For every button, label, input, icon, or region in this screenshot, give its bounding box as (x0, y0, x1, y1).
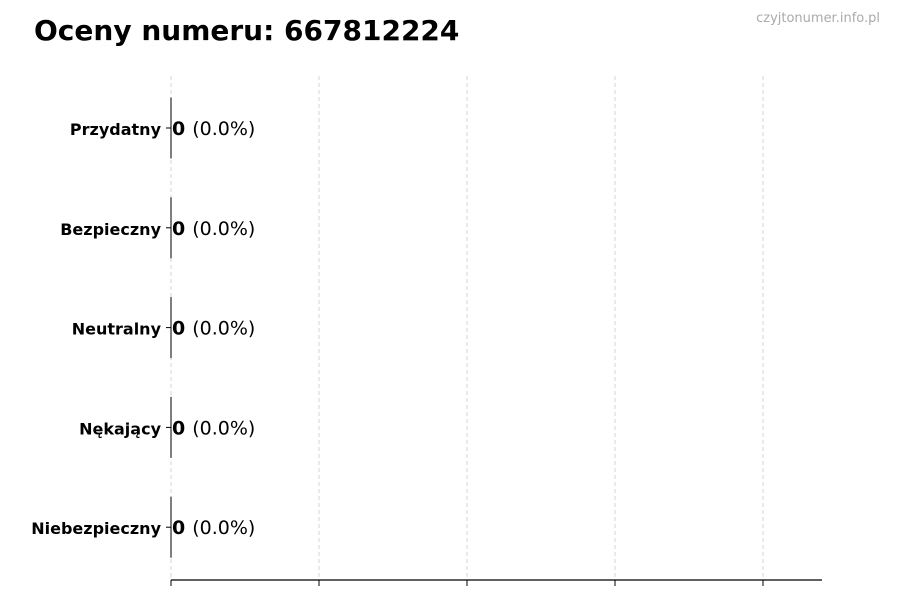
data-label: 0 (0.0%) (172, 417, 255, 439)
data-label: 0 (0.0%) (172, 118, 255, 140)
data-label: 0 (0.0%) (172, 318, 255, 340)
y-tick-label: Przydatny (70, 120, 162, 139)
data-label: 0 (0.0%) (172, 218, 255, 240)
data-label-percent: (0.0%) (192, 417, 255, 439)
data-label-percent: (0.0%) (192, 318, 255, 340)
chart-title: Oceny numeru: 667812224 (34, 14, 459, 47)
y-tick-label: Niebezpieczny (31, 519, 161, 538)
bars: Przydatny 0 (0.0%) Bezpieczny 0 (0.0%) Neutral… (31, 97, 255, 558)
data-label-count: 0 (172, 218, 185, 240)
data-label-count: 0 (172, 118, 185, 140)
data-label-count: 0 (172, 417, 185, 439)
x-ticks (170, 580, 764, 586)
data-label: 0 (0.0%) (172, 517, 255, 539)
data-label-percent: (0.0%) (192, 118, 255, 140)
watermark: czyjtonumer.info.pl (756, 11, 880, 26)
y-tick-label: Neutralny (72, 320, 162, 339)
y-tick-label: Nękający (79, 419, 161, 438)
data-label-count: 0 (172, 318, 185, 340)
y-tick-label: Bezpieczny (60, 220, 161, 239)
data-label-count: 0 (172, 517, 185, 539)
gridlines (170, 76, 764, 580)
data-label-percent: (0.0%) (192, 218, 255, 240)
data-label-percent: (0.0%) (192, 517, 255, 539)
